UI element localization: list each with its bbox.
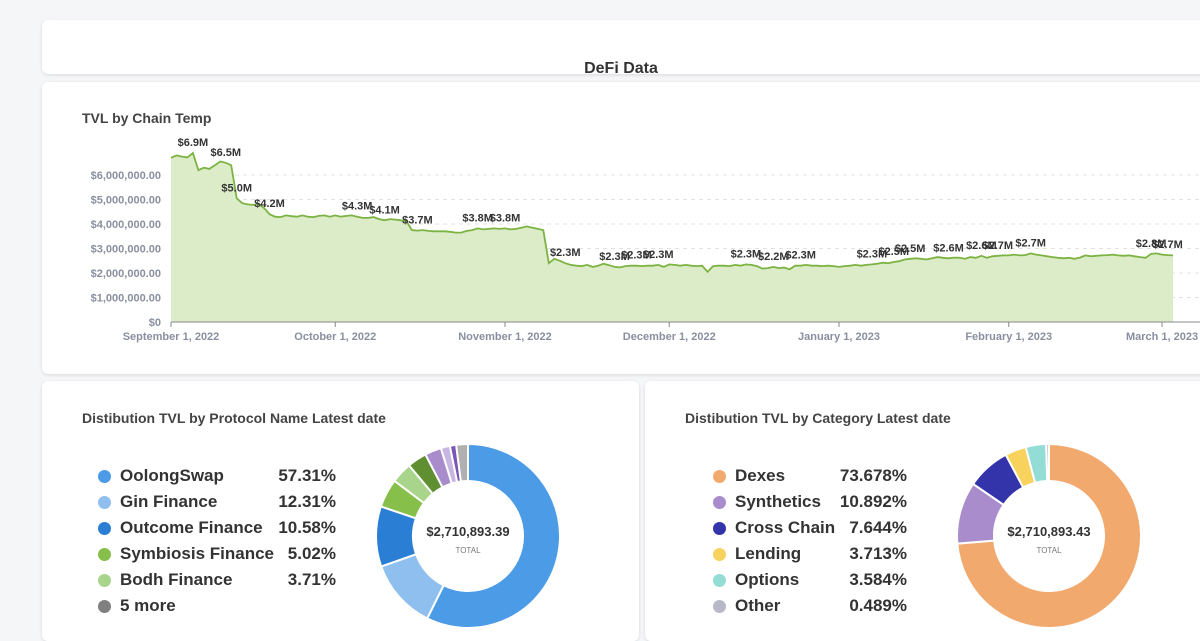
- legend-label: Options: [735, 570, 800, 589]
- page-title: DeFi Data: [584, 60, 658, 74]
- legend-percent: 3.584%: [849, 570, 907, 589]
- data-label: $2.3M: [857, 248, 888, 260]
- legend-percent: 5.02%: [287, 544, 336, 563]
- legend-swatch: [98, 548, 111, 561]
- legend-swatch: [713, 548, 726, 561]
- protocol-distribution-card: Distibution TVL by Protocol Name Latest …: [42, 381, 639, 641]
- data-label: $4.2M: [254, 198, 285, 210]
- x-tick-label: November 1, 2022: [458, 331, 552, 343]
- data-label: $2.6M: [966, 240, 997, 252]
- header-card: DeFi Data: [42, 20, 1200, 74]
- legend-swatch: [98, 496, 111, 509]
- legend-label: Other: [735, 596, 781, 615]
- data-label: $3.8M: [462, 212, 493, 224]
- legend-label: Bodh Finance: [120, 570, 233, 589]
- legend-percent: 7.644%: [849, 518, 907, 537]
- category-distribution-card: Distibution TVL by Category Latest date …: [645, 381, 1200, 641]
- legend-swatch: [98, 470, 111, 483]
- data-label: $4.1M: [369, 204, 400, 216]
- y-tick-label: $6,000,000.00: [91, 170, 161, 182]
- protocol-donut-chart[interactable]: [373, 443, 563, 633]
- data-label: $2.3M: [785, 250, 816, 262]
- legend-label: Dexes: [735, 466, 786, 485]
- data-label: $2.3M: [643, 249, 674, 261]
- x-tick-label: March 1, 2023: [1126, 331, 1198, 343]
- tvl-area-chart[interactable]: $0 $1,000,000.00 $2,000,000.00 $3,000,000.0…: [42, 82, 1200, 374]
- tvl-chart-card: TVL by Chain Temp $0 $1,000,000.00 $2,000,…: [42, 82, 1200, 374]
- data-label: $2.3M: [621, 250, 652, 262]
- tvl-area-fill: [171, 153, 1173, 322]
- donut-slice: [956, 443, 1142, 629]
- y-tick-label: $3,000,000.00: [91, 244, 161, 256]
- legend-swatch: [713, 574, 726, 587]
- x-tick-label: September 1, 2022: [123, 331, 220, 343]
- data-label: $3.8M: [490, 212, 521, 224]
- tvl-chart-title: TVL by Chain Temp: [82, 110, 212, 126]
- x-tick-label: October 1, 2022: [294, 331, 376, 343]
- category-total: $2,710,893.43: [1007, 524, 1091, 539]
- legend-swatch: [713, 470, 726, 483]
- legend-label: Cross Chain: [735, 518, 836, 537]
- legend-swatch: [98, 574, 111, 587]
- y-tick-label: $0: [149, 317, 161, 329]
- protocol-chart-title: Distibution TVL by Protocol Name Latest …: [82, 410, 386, 426]
- data-label: $2.2M: [758, 251, 789, 263]
- category-donut-center: $2,710,893.43 TOTAL: [989, 524, 1109, 555]
- legend-swatch: [713, 522, 726, 535]
- legend-swatch: [713, 496, 726, 509]
- data-label: $2.5M: [878, 246, 909, 258]
- legend-percent: 57.31%: [278, 466, 336, 485]
- protocol-donut-center: $2,710,893.39 TOTAL: [408, 524, 528, 555]
- donut-slice: [425, 443, 561, 629]
- legend-percent: 12.31%: [278, 492, 336, 511]
- data-label: $2.7M: [1152, 239, 1183, 251]
- donut-slice: [1045, 443, 1050, 483]
- category-donut-chart[interactable]: [954, 443, 1144, 633]
- y-tick-label: $4,000,000.00: [91, 219, 161, 231]
- y-tick-label: $1,000,000.00: [91, 293, 161, 305]
- legend-label: Symbiosis Finance: [120, 544, 274, 563]
- legend-percent: 3.71%: [287, 570, 336, 589]
- data-label: $6.9M: [178, 137, 209, 149]
- data-label: $2.3M: [731, 248, 762, 260]
- legend-label: Outcome Finance: [120, 518, 263, 537]
- legend-percent: 10.58%: [278, 518, 336, 537]
- data-label: $2.5M: [895, 243, 926, 255]
- data-label: $3.7M: [402, 215, 433, 227]
- category-chart-title: Distibution TVL by Category Latest date: [685, 410, 951, 426]
- x-tick-label: February 1, 2023: [965, 331, 1052, 343]
- x-tick-label: January 1, 2023: [798, 331, 880, 343]
- data-label: $2.3M: [599, 251, 630, 263]
- legend-label: OolongSwap: [120, 466, 224, 485]
- data-label: $2.8M: [1136, 238, 1167, 250]
- category-total-label: TOTAL: [1036, 546, 1062, 555]
- legend-label: Synthetics: [735, 492, 821, 511]
- donut-slice: [455, 443, 469, 483]
- data-label: $2.7M: [1015, 237, 1046, 249]
- legend-label: 5 more: [120, 596, 176, 615]
- data-label: $2.7M: [982, 240, 1013, 252]
- legend-percent: 10.892%: [839, 492, 907, 511]
- data-label: $4.3M: [342, 201, 373, 213]
- data-label: $2.6M: [933, 242, 964, 254]
- legend-percent: 73.678%: [839, 466, 907, 485]
- legend-label: Lending: [735, 544, 802, 563]
- data-label: $2.3M: [550, 247, 581, 259]
- protocol-total-label: TOTAL: [455, 546, 481, 555]
- x-tick-label: December 1, 2022: [623, 331, 716, 343]
- protocol-total: $2,710,893.39: [426, 524, 510, 539]
- tvl-series-line: [170, 151, 1174, 274]
- legend-percent: 3.713%: [849, 544, 907, 563]
- y-tick-label: $2,000,000.00: [91, 268, 161, 280]
- legend-percent: 0.489%: [849, 596, 907, 615]
- data-label: $6.5M: [210, 147, 241, 159]
- legend-swatch: [713, 600, 726, 613]
- legend-swatch: [98, 522, 111, 535]
- y-tick-label: $5,000,000.00: [91, 195, 161, 207]
- data-label: $5.0M: [221, 182, 252, 194]
- legend-swatch: [98, 600, 111, 613]
- legend-label: Gin Finance: [120, 492, 218, 511]
